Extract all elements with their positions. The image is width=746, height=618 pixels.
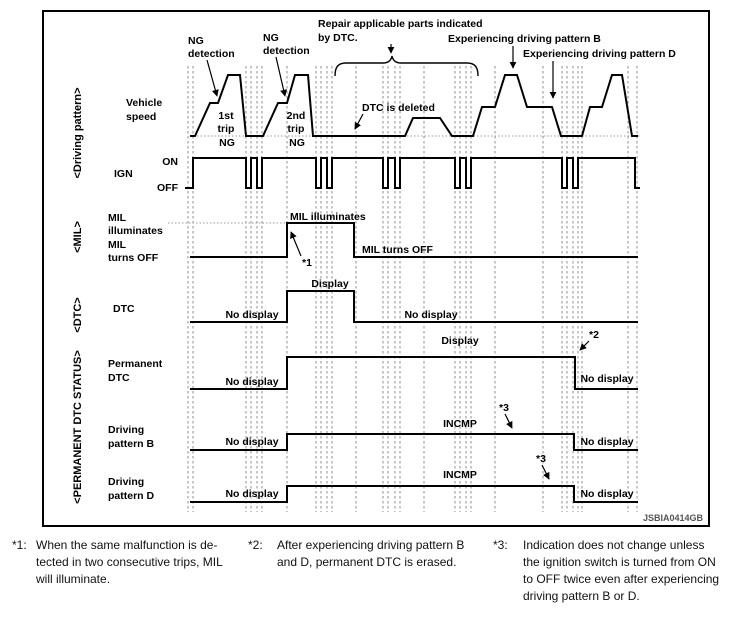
note3-line2: the ignition switch is turned from ON	[523, 555, 716, 569]
dtc-deleted-callout: DTC is deleted	[362, 102, 435, 114]
mil-illuminates-label: MIL illuminates	[290, 211, 366, 223]
ref3-b-marker: *3	[499, 402, 509, 414]
repair-callout-line1: Repair applicable parts indicated	[318, 18, 483, 30]
note2-line2: and D, permanent DTC is erased.	[277, 555, 456, 569]
permanent-dtc-label-line1: Permanent	[108, 358, 163, 370]
mil-label-line2: illuminates	[108, 225, 163, 237]
note3-line3: to OFF twice even after experiencing	[523, 572, 719, 586]
mil-turns-off-label: MIL turns OFF	[362, 244, 434, 256]
note3-line4: driving pattern B or D.	[523, 589, 640, 603]
ng-detection-1-line2: detection	[188, 48, 235, 60]
ref2-arrow	[579, 340, 590, 351]
vehicle-speed-waveform	[190, 74, 638, 137]
trip2-line1: 2nd	[287, 110, 306, 122]
pattern-b-incmp: INCMP	[443, 418, 477, 430]
dtc-waveform	[190, 290, 638, 323]
ref1-marker: *1	[302, 257, 312, 269]
note2-line1: After experiencing driving pattern B	[277, 538, 464, 552]
ref1-arrow	[290, 231, 302, 257]
experiencing-pattern-d-callout: Experiencing driving pattern D	[523, 48, 676, 60]
pattern-d-incmp: INCMP	[443, 469, 477, 481]
permanent-dtc-label-line2: DTC	[108, 372, 130, 384]
ign-label: IGN	[114, 168, 133, 180]
permanent-dtc-display: Display	[441, 335, 479, 347]
mil-label-line1: MIL	[108, 212, 127, 224]
ign-waveform	[185, 157, 640, 189]
trip2-ng: NG	[289, 137, 305, 149]
ng-detection-2-line2: detection	[263, 45, 310, 57]
pattern-b-label-line1: Driving	[108, 424, 144, 436]
mil-waveform	[190, 222, 638, 258]
trip1-line1: 1st	[218, 110, 234, 122]
pattern-d-no-display-right: No display	[580, 488, 633, 500]
pattern-d-no-display-left: No display	[225, 488, 278, 500]
side-label-permanent-dtc-status: <PERMANENT DTC STATUS>	[72, 350, 84, 504]
side-label-dtc: <DTC>	[72, 297, 84, 332]
experiencing-pattern-b-callout: Experiencing driving pattern B	[448, 33, 601, 45]
repair-period-brace	[334, 55, 479, 77]
pattern-b-no-display-right: No display	[580, 436, 633, 448]
dtc-display: Display	[311, 278, 349, 290]
ref3-d-arrow	[541, 464, 550, 480]
dtc-no-display-right: No display	[404, 309, 457, 321]
figure-code: JSBIA0414GB	[643, 513, 704, 523]
note3-line1: Indication does not change unless	[523, 538, 704, 552]
ref3-d-marker: *3	[536, 453, 546, 465]
ref3-b-arrow	[504, 413, 513, 429]
note3-ref: *3:	[493, 538, 508, 552]
note1-ref: *1:	[12, 538, 27, 552]
note1-line2: tected in two consecutive trips, MIL	[36, 555, 223, 569]
note2-ref: *2:	[248, 538, 263, 552]
pattern-d-label-line1: Driving	[108, 476, 144, 488]
ref2-marker: *2	[589, 329, 599, 341]
pattern-d-waveform	[190, 485, 638, 503]
mil-label-line4: turns OFF	[108, 252, 159, 264]
ign-on-label: ON	[162, 156, 178, 168]
ng-detection-2-arrow	[275, 56, 288, 97]
trip1-line2: trip	[218, 123, 235, 135]
pattern-b-waveform	[190, 433, 638, 451]
vehicle-speed-label-line1: Vehicle	[126, 97, 162, 109]
side-label-mil: <MIL>	[72, 221, 84, 253]
ng-detection-1-arrow	[206, 59, 219, 97]
trip2-line2: trip	[288, 123, 305, 135]
pattern-b-label-line2: pattern B	[108, 438, 155, 450]
vehicle-speed-label-line2: speed	[126, 111, 156, 123]
dtc-deleted-arrow	[354, 113, 364, 130]
side-label-driving-pattern: <Driving pattern>	[72, 87, 84, 178]
note1-line3: will illuminate.	[35, 572, 110, 586]
ng-detection-1-line1: NG	[188, 35, 204, 47]
note1-line1: When the same malfunction is de-	[36, 538, 217, 552]
pattern-d-label-line2: pattern D	[108, 490, 155, 502]
permanent-dtc-no-display-left: No display	[225, 376, 278, 388]
mil-label-line3: MIL	[108, 239, 127, 251]
dtc-no-display-left: No display	[225, 309, 278, 321]
dtc-label: DTC	[113, 303, 135, 315]
diagram-border	[42, 10, 710, 527]
permanent-dtc-no-display-right: No display	[580, 373, 633, 385]
ign-off-label: OFF	[157, 182, 179, 194]
ng-detection-2-line1: NG	[263, 32, 279, 44]
pattern-b-no-display-left: No display	[225, 436, 278, 448]
repair-callout-line2: by DTC.	[318, 32, 358, 44]
trip1-ng: NG	[219, 137, 235, 149]
permanent-dtc-waveform	[190, 356, 638, 390]
